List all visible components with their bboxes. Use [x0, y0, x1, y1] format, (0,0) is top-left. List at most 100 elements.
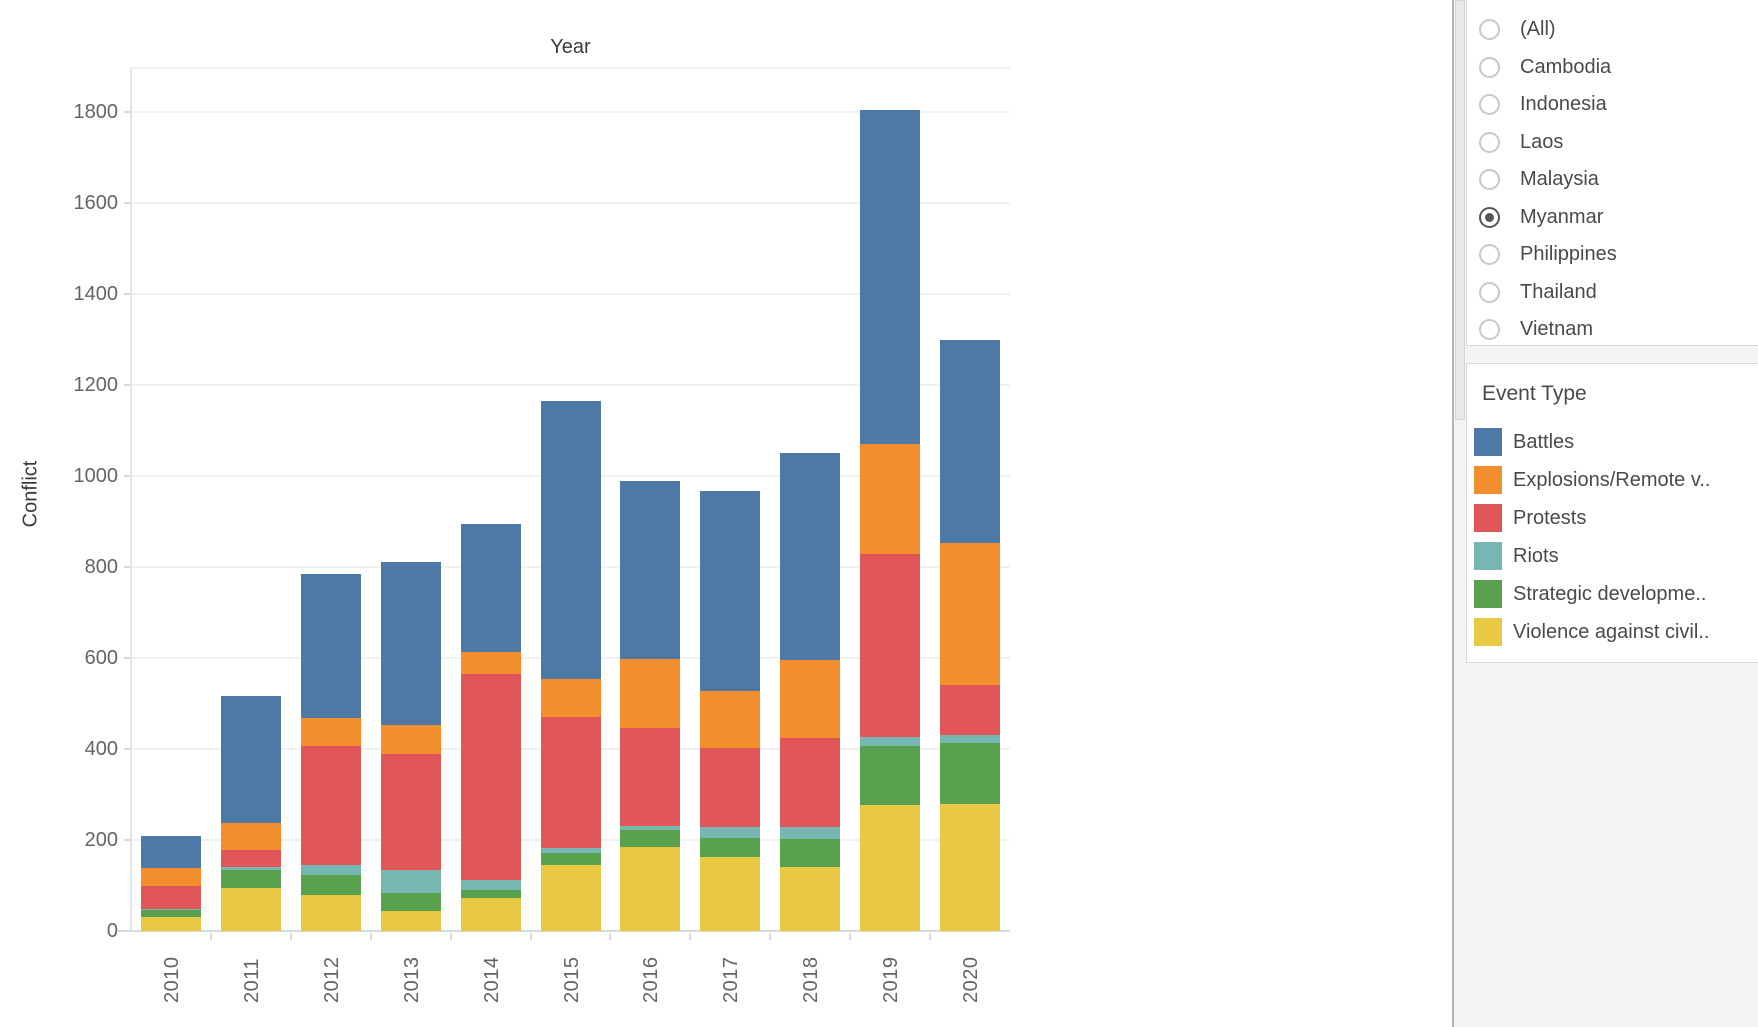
bar-2018-explosions-remote-violence[interactable] [780, 660, 841, 738]
bar-2013-protests[interactable] [380, 753, 441, 871]
bar-2011-riots[interactable] [220, 867, 281, 871]
radio-button-icon[interactable] [1479, 56, 1500, 78]
bar-2013-riots[interactable] [380, 870, 441, 894]
gridline-1600 [131, 202, 1010, 204]
bar-2010-strategic-developments[interactable] [140, 909, 201, 917]
bar-2018-riots[interactable] [780, 826, 841, 839]
bar-2016-riots[interactable] [620, 825, 681, 830]
legend-item-strategic-developme-[interactable]: Strategic developme.. [1467, 575, 1758, 613]
bar-2011-explosions-remote-violence[interactable] [220, 822, 281, 850]
legend-item-battles[interactable]: Battles [1467, 423, 1758, 461]
bar-2020-strategic-developments[interactable] [940, 742, 1001, 804]
bar-2017-protests[interactable] [700, 747, 761, 827]
country-option-all[interactable]: (All) [1467, 11, 1758, 49]
legend-item-violence-against-civil-[interactable]: Violence against civil.. [1467, 613, 1758, 651]
legend-item-riots[interactable]: Riots [1467, 537, 1758, 575]
bar-2014-battles[interactable] [460, 524, 521, 653]
bar-2014-riots[interactable] [460, 880, 521, 891]
x-tick [769, 933, 772, 940]
bar-2010-riots[interactable] [140, 908, 201, 910]
bar-2016-strategic-developments[interactable] [620, 829, 681, 847]
bar-2013-violence-against-civilians[interactable] [380, 910, 441, 931]
bar-2014-violence-against-civilians[interactable] [460, 898, 521, 931]
bar-2012-violence-against-civilians[interactable] [300, 895, 361, 931]
bar-2015-violence-against-civilians[interactable] [540, 865, 601, 931]
country-option-thailand[interactable]: Thailand [1467, 274, 1758, 312]
bar-2016-violence-against-civilians[interactable] [620, 846, 681, 931]
bar-2011-strategic-developments[interactable] [220, 870, 281, 889]
bar-2010-battles[interactable] [140, 835, 201, 869]
bar-2020-riots[interactable] [940, 735, 1001, 743]
bar-2013-strategic-developments[interactable] [380, 893, 441, 911]
bar-2017-strategic-developments[interactable] [700, 837, 761, 857]
bar-2018-violence-against-civilians[interactable] [780, 866, 841, 931]
bar-2013-battles[interactable] [380, 562, 441, 726]
y-tick-label: 600 [84, 647, 118, 669]
bar-2015-riots[interactable] [540, 848, 601, 854]
bar-2019-explosions-remote-violence[interactable] [860, 443, 921, 555]
x-label-2012: 2012 [320, 956, 343, 1004]
country-option-philippines[interactable]: Philippines [1467, 236, 1758, 274]
bar-2012-riots[interactable] [300, 865, 361, 876]
bar-2010-violence-against-civilians[interactable] [140, 916, 201, 931]
bar-2011-battles[interactable] [220, 696, 281, 823]
country-option-cambodia[interactable]: Cambodia [1467, 49, 1758, 87]
bar-2012-explosions-remote-violence[interactable] [300, 717, 361, 746]
bar-2020-protests[interactable] [940, 684, 1001, 736]
bar-2016-explosions-remote-violence[interactable] [620, 659, 681, 729]
bar-2015-battles[interactable] [540, 400, 601, 679]
x-tick [609, 933, 612, 940]
bar-2012-battles[interactable] [300, 574, 361, 718]
radio-button-icon[interactable] [1479, 206, 1500, 228]
y-axis-line [130, 68, 132, 931]
bar-2015-strategic-developments[interactable] [540, 853, 601, 866]
bar-2019-riots[interactable] [860, 737, 921, 747]
radio-button-icon[interactable] [1479, 244, 1500, 266]
radio-button-icon[interactable] [1479, 281, 1500, 303]
bar-2011-violence-against-civilians[interactable] [220, 888, 281, 931]
radio-button-icon[interactable] [1479, 94, 1500, 116]
bar-2011-protests[interactable] [220, 850, 281, 868]
radio-button-icon[interactable] [1479, 19, 1500, 41]
bar-2020-explosions-remote-violence[interactable] [940, 543, 1001, 685]
bar-2015-protests[interactable] [540, 717, 601, 849]
bar-2016-protests[interactable] [620, 728, 681, 826]
radio-button-icon[interactable] [1479, 131, 1500, 153]
bar-2019-strategic-developments[interactable] [860, 746, 921, 806]
bar-2016-battles[interactable] [620, 481, 681, 660]
x-tick [369, 933, 372, 940]
bar-2012-strategic-developments[interactable] [300, 875, 361, 896]
bar-2018-strategic-developments[interactable] [780, 838, 841, 867]
bar-2014-strategic-developments[interactable] [460, 890, 521, 899]
bar-2014-protests[interactable] [460, 673, 521, 881]
radio-button-icon[interactable] [1479, 319, 1500, 341]
legend-item-protests[interactable]: Protests [1467, 499, 1758, 537]
bar-2017-battles[interactable] [700, 490, 761, 691]
country-option-vietnam[interactable]: Vietnam [1467, 311, 1758, 349]
country-option-laos[interactable]: Laos [1467, 124, 1758, 162]
bar-2010-explosions-remote-violence[interactable] [140, 868, 201, 887]
bar-2015-explosions-remote-violence[interactable] [540, 678, 601, 718]
bar-2017-explosions-remote-violence[interactable] [700, 690, 761, 748]
radio-button-icon[interactable] [1479, 169, 1500, 191]
y-tick-1400 [124, 293, 131, 295]
bar-2019-battles[interactable] [860, 109, 921, 444]
bar-2017-violence-against-civilians[interactable] [700, 856, 761, 931]
bar-2013-explosions-remote-violence[interactable] [380, 725, 441, 754]
bar-2014-explosions-remote-violence[interactable] [460, 652, 521, 674]
bar-2019-protests[interactable] [860, 554, 921, 738]
x-label-2016: 2016 [640, 956, 663, 1004]
legend-item-explosions-remote-v-[interactable]: Explosions/Remote v.. [1467, 461, 1758, 499]
country-option-myanmar[interactable]: Myanmar [1467, 199, 1758, 237]
bar-2020-violence-against-civilians[interactable] [940, 803, 1001, 931]
country-option-malaysia[interactable]: Malaysia [1467, 161, 1758, 199]
bar-2018-protests[interactable] [780, 737, 841, 827]
bar-2020-battles[interactable] [940, 339, 1001, 544]
bar-2018-battles[interactable] [780, 453, 841, 661]
country-option-indonesia[interactable]: Indonesia [1467, 86, 1758, 124]
bar-2012-protests[interactable] [300, 745, 361, 866]
bar-2019-violence-against-civilians[interactable] [860, 805, 921, 931]
bar-2010-protests[interactable] [140, 886, 201, 909]
bar-2017-riots[interactable] [700, 826, 761, 838]
vertical-scrollbar-thumb[interactable] [1455, 0, 1465, 420]
